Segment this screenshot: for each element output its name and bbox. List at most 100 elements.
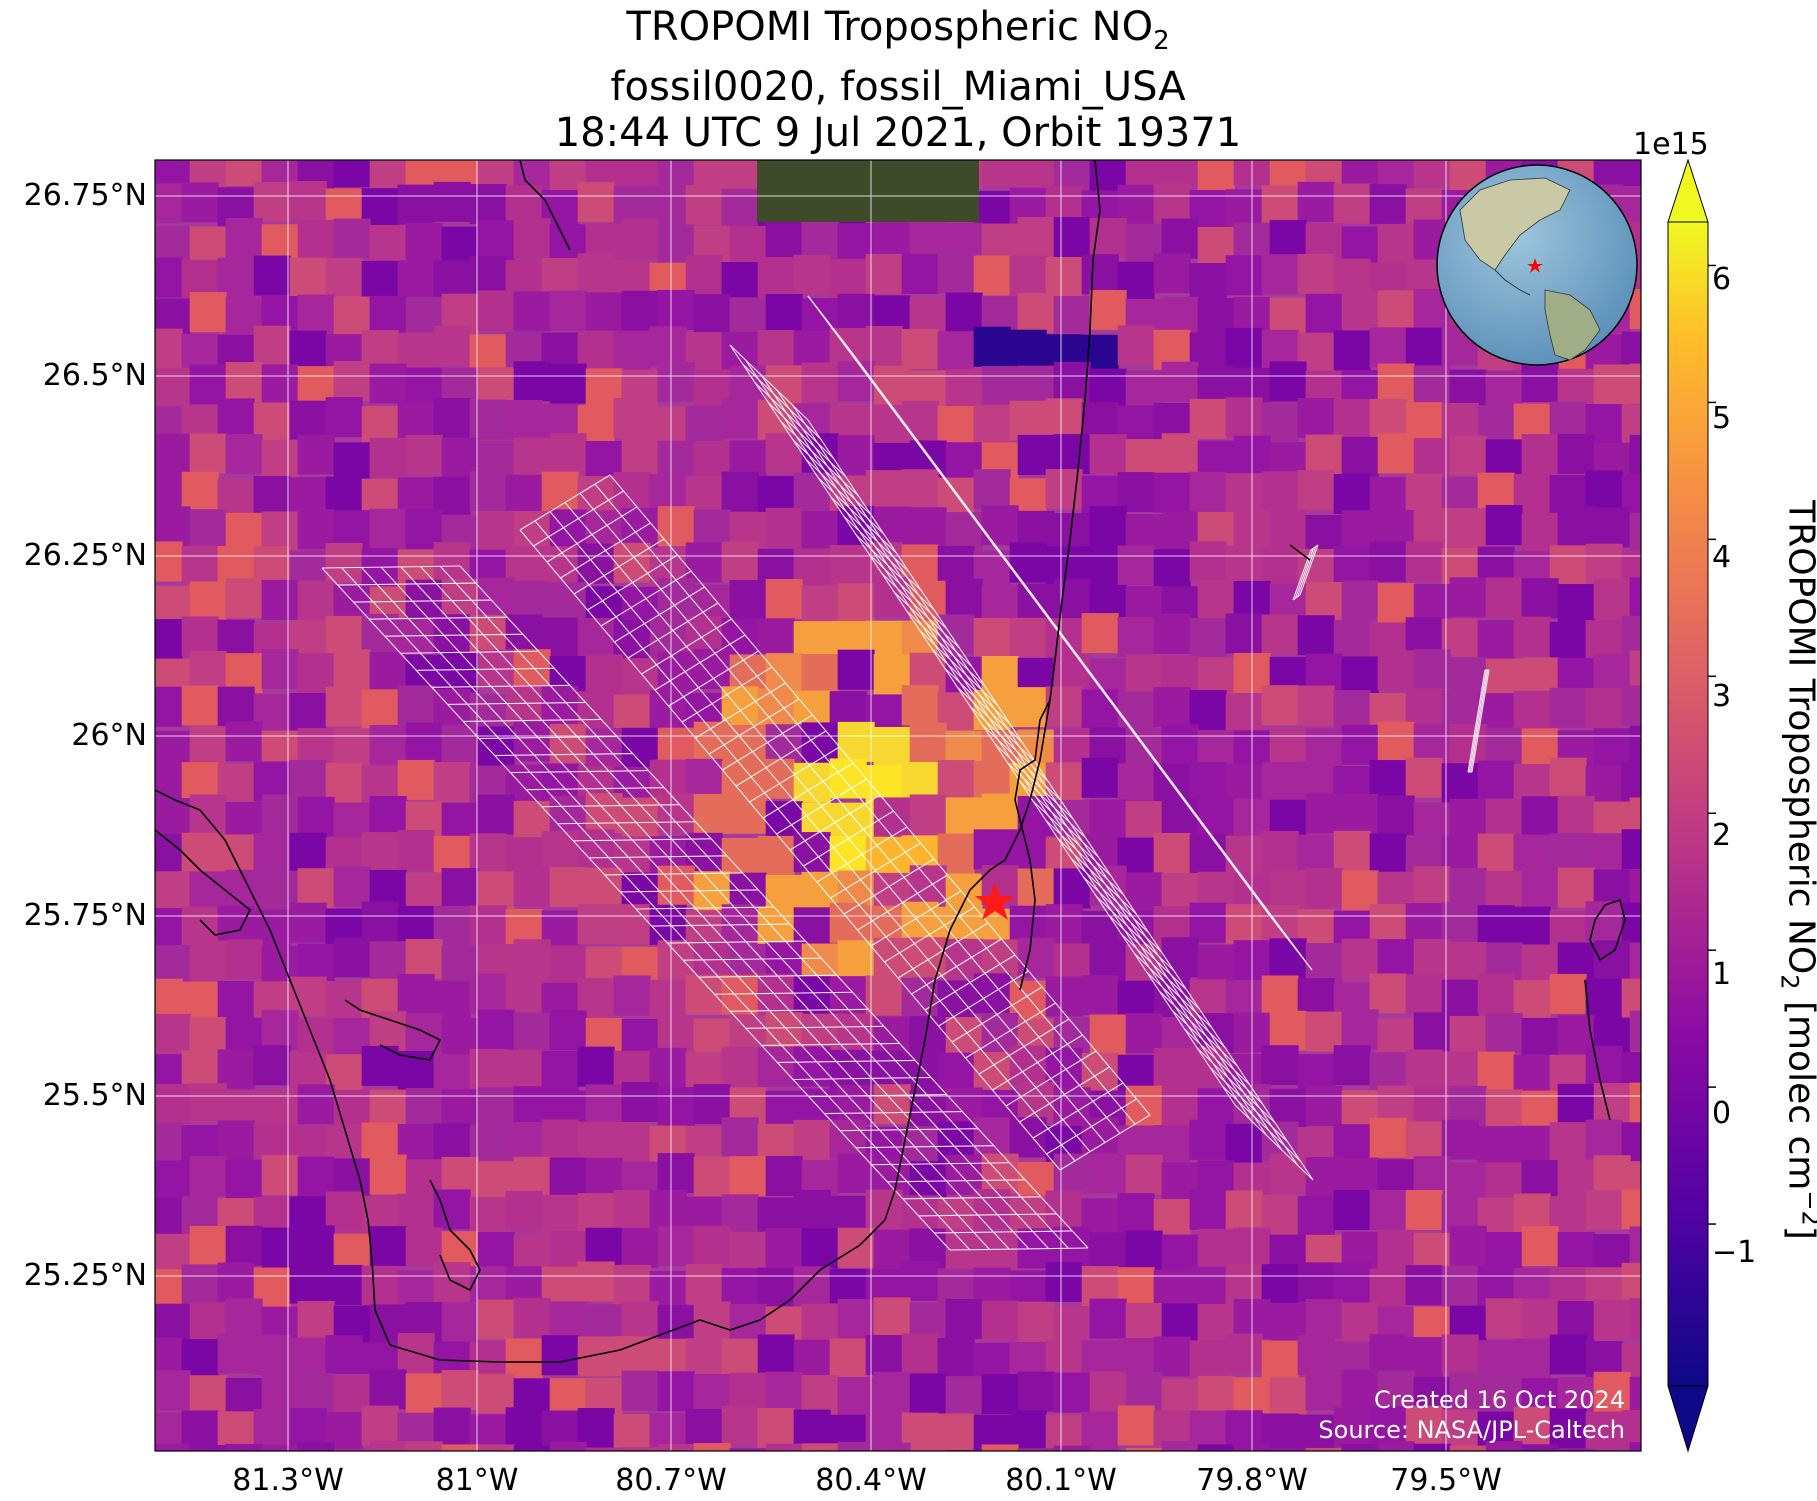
no2-pixel: [1485, 505, 1523, 546]
no2-pixel: [1189, 1340, 1227, 1381]
no2-pixel: [1225, 613, 1263, 654]
no2-pixel: [1585, 687, 1623, 728]
no2-pixel: [1341, 793, 1379, 834]
colorbar-exponent: 1e15: [1633, 127, 1709, 162]
no2-pixel: [189, 726, 227, 767]
no2-pixel: [1405, 327, 1443, 368]
colorbar-tickmarks: [1708, 264, 1716, 1225]
pixel-outline: [870, 890, 962, 947]
satellite-land-patch: [757, 160, 979, 222]
no2-pixel: [1629, 1161, 1641, 1202]
no2-pixel: [505, 1121, 543, 1162]
no2-pixel: [433, 398, 471, 439]
no2-pixel: [1449, 1085, 1487, 1126]
no2-pixel: [649, 1189, 687, 1230]
no2-pixel: [1225, 473, 1263, 514]
no2-pixel: [1369, 1334, 1407, 1375]
no2-pixel: [721, 1338, 759, 1379]
no2-pixel: [181, 471, 219, 512]
no2-pixel: [721, 1405, 759, 1446]
no2-pixel: [1333, 545, 1371, 586]
no2-pixel: [1413, 365, 1451, 406]
no2-pixel: [1629, 221, 1641, 262]
lon-label: 80.1°W: [1005, 1463, 1117, 1498]
no2-pixel: [253, 255, 291, 296]
no2-pixel: [1153, 253, 1191, 294]
no2-pixel: [1297, 1414, 1335, 1451]
no2-pixel: [1261, 830, 1299, 871]
no2-pixel: [1585, 1190, 1623, 1231]
no2-pixel: [261, 1444, 299, 1451]
colorbar-body: [1667, 221, 1709, 1387]
no2-pixel: [1377, 583, 1415, 624]
pixel-outline: [667, 940, 806, 944]
no2-pixel: [1449, 435, 1487, 476]
no2-pixel: [261, 1155, 299, 1196]
no2-pixel: [1621, 615, 1641, 656]
no2-pixel: [155, 686, 183, 727]
no2-pixel: [505, 399, 543, 440]
no2-pixel: [1441, 1266, 1479, 1307]
no2-pixel: [585, 1084, 623, 1125]
no2-pixel: [1333, 830, 1371, 871]
no2-pixel: [225, 160, 263, 186]
no2-pixel: [1333, 619, 1371, 660]
no2-pixel: [1333, 474, 1371, 515]
no2-pixel: [1053, 361, 1091, 402]
no2-pixel: [1557, 867, 1595, 908]
no2-pixel: [217, 257, 255, 298]
no2-pixel: [155, 1013, 191, 1054]
no2-pixel: [1225, 904, 1263, 945]
no2-pixel: [505, 976, 543, 1017]
no2-pixel: [873, 1297, 911, 1338]
pixel-outline: [1297, 546, 1317, 597]
no2-pixel: [369, 1441, 407, 1451]
no2-pixel: [441, 160, 479, 187]
no2-pixel: [513, 291, 551, 332]
no2-pixel: [325, 397, 363, 438]
pixel-outline: [754, 382, 834, 459]
no2-pixel: [441, 652, 479, 693]
pixel-outline: [494, 753, 633, 757]
no2-pixel: [155, 367, 191, 408]
no2-pixel: [1477, 620, 1515, 661]
no2-pixel: [469, 399, 507, 440]
pixel-outline: [1196, 1047, 1276, 1124]
no2-pixel: [757, 618, 795, 659]
no2-pixel: [433, 762, 471, 803]
no2-pixel: [693, 294, 731, 335]
no2-pixel: [433, 1189, 471, 1230]
no2-pixel: [1557, 795, 1595, 836]
no2-pixel: [1621, 474, 1641, 515]
no2-pixel: [937, 1338, 975, 1379]
no2-pixel: [1045, 976, 1083, 1017]
pixel-outline: [745, 1025, 884, 1029]
south-america-shape: [1544, 289, 1601, 361]
no2-pixel: [477, 1087, 515, 1128]
no2-pixel: [577, 182, 615, 223]
colorbar-min-extend: [1667, 1385, 1709, 1453]
no2-pixel: [1225, 327, 1263, 368]
pixel-outline: [614, 586, 705, 643]
no2-pixel: [1405, 1337, 1443, 1378]
no2-pixel: [253, 833, 291, 874]
no2-pixel: [613, 1264, 651, 1305]
no2-pixel: [865, 325, 903, 366]
lon-label: 81°W: [435, 1463, 519, 1498]
pixel-outline: [924, 954, 1016, 1011]
pixel-outline: [560, 522, 651, 579]
pixel-outline: [1146, 971, 1226, 1048]
no2-pixel: [155, 1370, 191, 1411]
no2-pixel: [657, 506, 695, 547]
no2-pixel: [613, 904, 651, 945]
no2-pixel: [793, 254, 831, 295]
no2-pixel: [1341, 436, 1379, 477]
no2-pixel: [1269, 1153, 1307, 1194]
no2-pixel: [513, 218, 551, 259]
no2-pixel: [721, 398, 759, 439]
no2-pixel: [433, 1407, 471, 1448]
no2-pixel: [513, 580, 551, 621]
no2-pixel: [1629, 1298, 1641, 1339]
no2-pixel: [217, 1049, 255, 1090]
no2-pixel: [1225, 397, 1263, 438]
